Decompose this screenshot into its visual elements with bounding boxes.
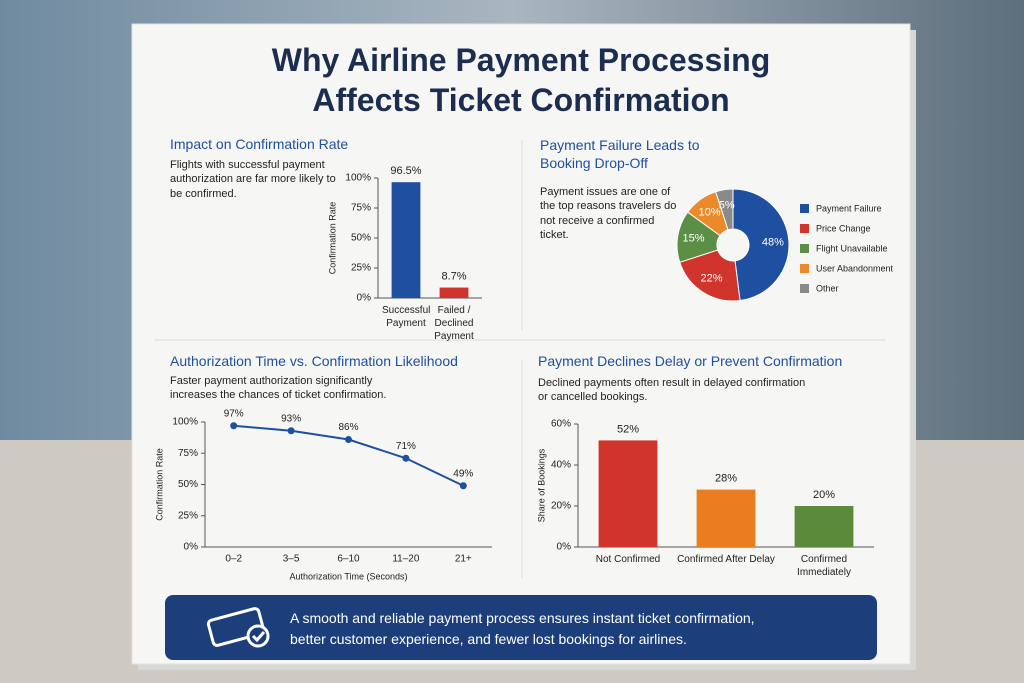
y-tick-label: 75% bbox=[178, 448, 198, 459]
poster bbox=[131, 23, 911, 665]
data-label: 71% bbox=[396, 441, 416, 452]
data-label: 10% bbox=[698, 207, 720, 219]
y-axis-label: Share of Bookings bbox=[536, 448, 546, 522]
x-tick-label: 6–10 bbox=[337, 554, 360, 565]
x-axis-label: Authorization Time (Seconds) bbox=[289, 571, 407, 581]
y-tick-label: 25% bbox=[178, 510, 198, 521]
chart-title: Impact on Confirmation Rate bbox=[170, 136, 349, 152]
y-tick-label: 100% bbox=[172, 417, 198, 428]
y-tick-label: 75% bbox=[351, 203, 371, 214]
x-tick-label: 0–2 bbox=[225, 554, 242, 565]
y-tick-label: 20% bbox=[551, 501, 571, 512]
data-label: 22% bbox=[701, 273, 723, 285]
legend-swatch bbox=[800, 224, 809, 233]
data-label: 28% bbox=[715, 473, 737, 485]
y-tick-label: 0% bbox=[357, 293, 372, 304]
x-tick-label: Confirmed After Delay bbox=[677, 554, 775, 565]
x-tick-label: Failed / Declined Payment bbox=[434, 305, 474, 342]
legend-label: Payment Failure bbox=[816, 203, 882, 213]
legend-swatch bbox=[800, 284, 809, 293]
x-tick-label: Confirmed Immediately bbox=[797, 554, 851, 578]
chart-subtitle: Payment issues are one of the top reason… bbox=[540, 186, 677, 241]
pie-slice bbox=[679, 249, 741, 302]
data-label: 93% bbox=[281, 413, 301, 424]
legend-swatch bbox=[800, 264, 809, 273]
pie-slice bbox=[715, 188, 734, 231]
legend-label: Flight Unavailable bbox=[816, 243, 888, 253]
y-tick-label: 50% bbox=[178, 479, 198, 490]
point bbox=[345, 436, 352, 443]
chart-title: Payment Failure Leads to Booking Drop-Of… bbox=[540, 137, 700, 172]
y-axis-label: Confirmation Rate bbox=[327, 202, 337, 275]
bar bbox=[439, 287, 469, 298]
chart-subtitle: Flights with successful payment authoriz… bbox=[170, 159, 336, 200]
x-tick-label: Successful Payment bbox=[382, 305, 431, 329]
y-tick-label: 0% bbox=[557, 542, 572, 553]
footer-text: A smooth and reliable payment process en… bbox=[290, 610, 755, 626]
legend-label: User Abandonment bbox=[816, 263, 894, 273]
y-axis-label: Confirmation Rate bbox=[154, 448, 164, 521]
pie-slice bbox=[732, 188, 790, 302]
point bbox=[459, 482, 467, 490]
point bbox=[402, 454, 410, 462]
poster-title: Why Airline Payment Processing bbox=[271, 42, 771, 78]
x-tick-label: Not Confirmed bbox=[595, 554, 661, 565]
data-label: 48% bbox=[762, 236, 784, 248]
x-tick-label: 21+ bbox=[455, 554, 472, 565]
data-label: 97% bbox=[224, 408, 244, 419]
y-tick-label: 50% bbox=[351, 233, 371, 244]
data-label: 15% bbox=[682, 233, 704, 245]
chart-title: Payment Declines Delay or Prevent Confir… bbox=[538, 353, 843, 369]
poster-title: Affects Ticket Confirmation bbox=[312, 82, 730, 118]
footer-banner bbox=[165, 595, 877, 660]
data-label: 86% bbox=[338, 422, 358, 433]
y-tick-label: 40% bbox=[551, 460, 571, 471]
ticket-icon bbox=[206, 607, 270, 648]
x-tick-label: 11–20 bbox=[392, 554, 420, 565]
data-label: 20% bbox=[813, 489, 835, 501]
bar bbox=[598, 440, 658, 547]
legend-label: Other bbox=[816, 283, 839, 293]
footer-text: better customer experience, and fewer lo… bbox=[290, 631, 687, 647]
chart-subtitle: Faster payment authorization significant… bbox=[170, 375, 387, 402]
legend-swatch bbox=[800, 204, 809, 213]
data-label: 52% bbox=[617, 423, 639, 435]
data-label: 49% bbox=[453, 468, 473, 479]
chart-title: Authorization Time vs. Confirmation Like… bbox=[170, 353, 458, 369]
data-label: 96.5% bbox=[390, 165, 421, 177]
y-tick-label: 0% bbox=[184, 542, 199, 553]
point bbox=[230, 422, 238, 430]
legend-label: Price Change bbox=[816, 223, 871, 233]
bar bbox=[794, 506, 854, 547]
y-tick-label: 60% bbox=[551, 419, 571, 430]
chart-subtitle: Declined payments often result in delaye… bbox=[538, 377, 806, 404]
y-tick-label: 100% bbox=[345, 173, 371, 184]
data-label: 5% bbox=[719, 199, 735, 211]
legend-swatch bbox=[800, 244, 809, 253]
bar bbox=[696, 489, 756, 547]
bar bbox=[391, 182, 421, 298]
y-tick-label: 25% bbox=[351, 263, 371, 274]
data-label: 8.7% bbox=[441, 270, 466, 282]
x-tick-label: 3–5 bbox=[283, 554, 300, 565]
point bbox=[287, 427, 295, 435]
